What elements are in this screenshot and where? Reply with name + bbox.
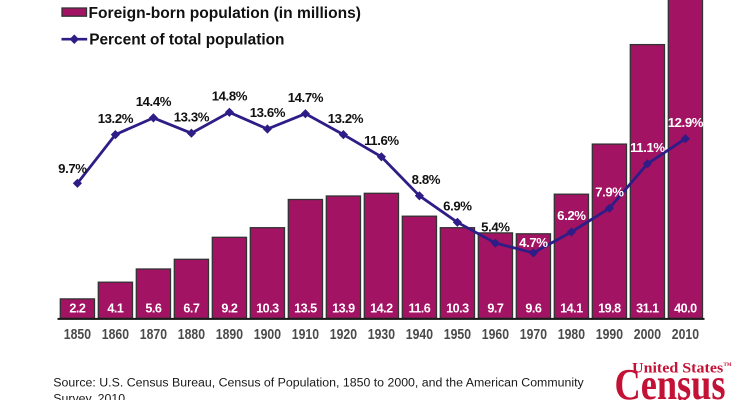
svg-text:1990: 1990 <box>596 327 623 343</box>
svg-text:13.9: 13.9 <box>332 302 355 316</box>
svg-text:14.7%: 14.7% <box>288 90 324 105</box>
svg-text:1980: 1980 <box>558 327 585 343</box>
svg-text:13.2%: 13.2% <box>98 111 134 126</box>
svg-text:Survey, 2010: Survey, 2010 <box>53 392 125 400</box>
svg-text:40.0: 40.0 <box>674 302 697 316</box>
svg-text:13.3%: 13.3% <box>174 109 210 124</box>
svg-text:13.5: 13.5 <box>294 302 317 316</box>
svg-text:6.2%: 6.2% <box>557 208 586 223</box>
svg-text:1870: 1870 <box>140 327 167 343</box>
svg-text:31.1: 31.1 <box>636 302 659 316</box>
svg-text:TM: TM <box>724 363 732 368</box>
svg-text:14.4%: 14.4% <box>136 94 172 109</box>
svg-text:1890: 1890 <box>216 327 243 343</box>
svg-text:1910: 1910 <box>292 327 319 343</box>
svg-text:7.9%: 7.9% <box>595 185 624 200</box>
svg-text:11.6%: 11.6% <box>364 133 399 148</box>
svg-text:14.1: 14.1 <box>560 302 583 316</box>
svg-text:1930: 1930 <box>368 327 395 343</box>
svg-text:11.6: 11.6 <box>408 302 430 316</box>
svg-text:1880: 1880 <box>178 327 205 343</box>
svg-text:2000: 2000 <box>634 327 661 343</box>
svg-text:9.2: 9.2 <box>221 302 238 316</box>
svg-text:Bureau: Bureau <box>677 396 725 400</box>
svg-text:5.4%: 5.4% <box>481 219 510 234</box>
svg-text:13.6%: 13.6% <box>250 105 286 120</box>
svg-text:1940: 1940 <box>406 327 433 343</box>
svg-text:4.1: 4.1 <box>107 302 124 316</box>
svg-text:9.7%: 9.7% <box>58 161 87 176</box>
svg-text:Percent of total population: Percent of total population <box>89 32 284 49</box>
svg-text:1900: 1900 <box>254 327 281 343</box>
svg-text:1920: 1920 <box>330 327 357 343</box>
svg-text:1860: 1860 <box>102 327 129 343</box>
svg-text:Census: Census <box>615 360 726 400</box>
svg-text:11.1%: 11.1% <box>630 140 665 155</box>
svg-text:6.7: 6.7 <box>183 302 200 316</box>
svg-text:10.3: 10.3 <box>446 302 469 316</box>
svg-text:1850: 1850 <box>64 327 91 343</box>
svg-text:13.2%: 13.2% <box>328 111 364 126</box>
svg-text:1950: 1950 <box>444 327 471 343</box>
svg-text:9.7: 9.7 <box>487 302 504 316</box>
svg-text:1970: 1970 <box>520 327 547 343</box>
svg-text:9.6: 9.6 <box>525 302 542 316</box>
svg-text:2.2: 2.2 <box>69 302 86 316</box>
svg-text:4.7%: 4.7% <box>519 235 548 250</box>
svg-text:Foreign-born population (in mi: Foreign-born population (in millions) <box>89 5 362 22</box>
svg-text:10.3: 10.3 <box>256 302 279 316</box>
svg-text:United States: United States <box>632 361 723 377</box>
svg-text:12.9%: 12.9% <box>668 115 704 130</box>
svg-text:19.8: 19.8 <box>598 302 621 316</box>
svg-text:14.2: 14.2 <box>370 302 393 316</box>
svg-text:6.9%: 6.9% <box>443 199 472 214</box>
svg-text:1960: 1960 <box>482 327 509 343</box>
svg-text:5.6: 5.6 <box>145 302 162 316</box>
svg-text:8.8%: 8.8% <box>412 172 441 187</box>
svg-text:2010: 2010 <box>672 327 699 343</box>
svg-text:Source: U.S. Census Bureau, Ce: Source: U.S. Census Bureau, Census of Po… <box>53 376 584 390</box>
svg-text:14.8%: 14.8% <box>212 89 248 104</box>
